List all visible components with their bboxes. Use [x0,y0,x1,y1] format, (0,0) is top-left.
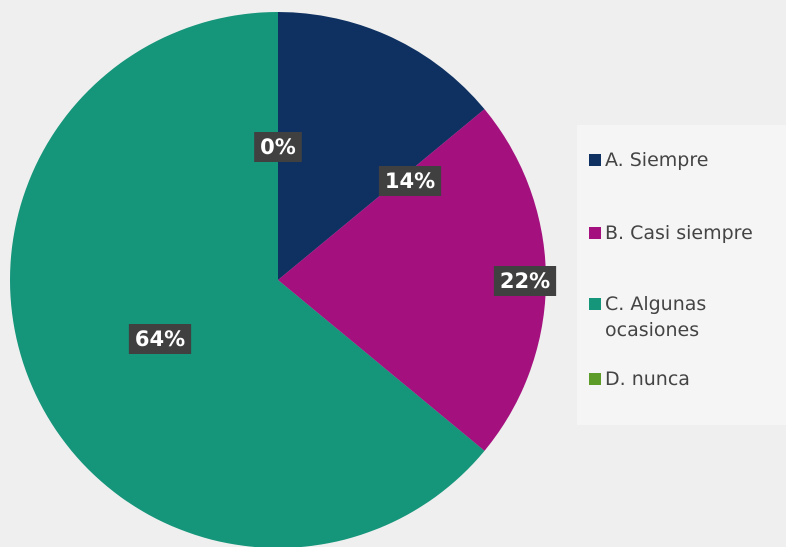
data-label-box [128,324,192,354]
legend-swatch [589,298,601,310]
legend-item: C. Algunas ocasiones [589,291,786,343]
pie-slice [278,109,546,451]
legend: A. Siempre B. Casi siempre C. Algunas ocas… [577,125,786,425]
legend-swatch [589,154,601,166]
legend-swatch [589,227,601,239]
legend-swatch [589,373,601,385]
legend-item: A. Siempre [589,147,786,173]
legend-label: A. Siempre [605,149,709,171]
data-label-box [378,166,442,196]
legend-label: C. Algunas ocasiones [605,293,707,341]
legend-label: D. nunca [605,368,690,390]
pie-slice [10,12,485,547]
data-label: 22% [500,269,550,293]
legend-label: B. Casi siempre [605,222,753,244]
pie-slice [278,12,485,280]
data-label-box [254,132,302,162]
data-label: 64% [135,327,185,351]
data-label: 0% [260,135,296,159]
data-label-box [493,266,557,296]
data-label: 14% [385,169,435,193]
legend-item: B. Casi siempre [589,220,786,246]
legend-item: D. nunca [589,366,786,392]
